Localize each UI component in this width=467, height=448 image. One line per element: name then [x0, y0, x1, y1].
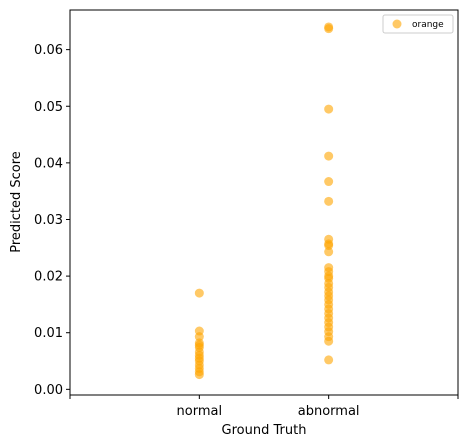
legend-marker — [392, 19, 402, 29]
y-tick-label: 0.06 — [34, 43, 63, 58]
y-tick-label: 0.01 — [34, 326, 63, 341]
data-point-normal — [194, 288, 204, 298]
points-layer — [194, 22, 334, 380]
data-point-abnormal — [324, 177, 334, 187]
y-tick-label: 0.03 — [34, 213, 63, 228]
data-point-abnormal — [324, 355, 334, 365]
legend: orange — [382, 14, 454, 34]
data-point-normal — [194, 332, 204, 342]
y-tick-label: 0.05 — [34, 100, 63, 115]
y-tick-label: 0.00 — [34, 383, 63, 398]
data-point-abnormal — [324, 104, 334, 114]
y-tick-label: 0.04 — [34, 156, 63, 171]
data-point-abnormal — [324, 247, 334, 257]
x-axis-title: Ground Truth — [222, 423, 307, 438]
data-point-normal — [194, 370, 204, 380]
x-tick-label-abnormal: abnormal — [298, 404, 360, 419]
y-tick-label: 0.02 — [34, 270, 63, 285]
plot-frame — [69, 9, 459, 396]
data-point-abnormal — [324, 196, 334, 206]
y-axis: 0.00 0.01 0.02 0.03 0.04 0.05 0.06 — [34, 43, 70, 398]
data-point-abnormal — [324, 241, 334, 251]
x-axis: normal abnormal — [69, 395, 459, 419]
legend-label: orange — [412, 20, 444, 30]
data-point-abnormal — [324, 336, 334, 346]
data-point-abnormal — [324, 151, 334, 161]
data-point-abnormal — [324, 24, 334, 34]
legend-box — [382, 14, 454, 34]
x-tick-label-normal: normal — [177, 404, 223, 419]
y-axis-title: Predicted Score — [9, 151, 24, 253]
